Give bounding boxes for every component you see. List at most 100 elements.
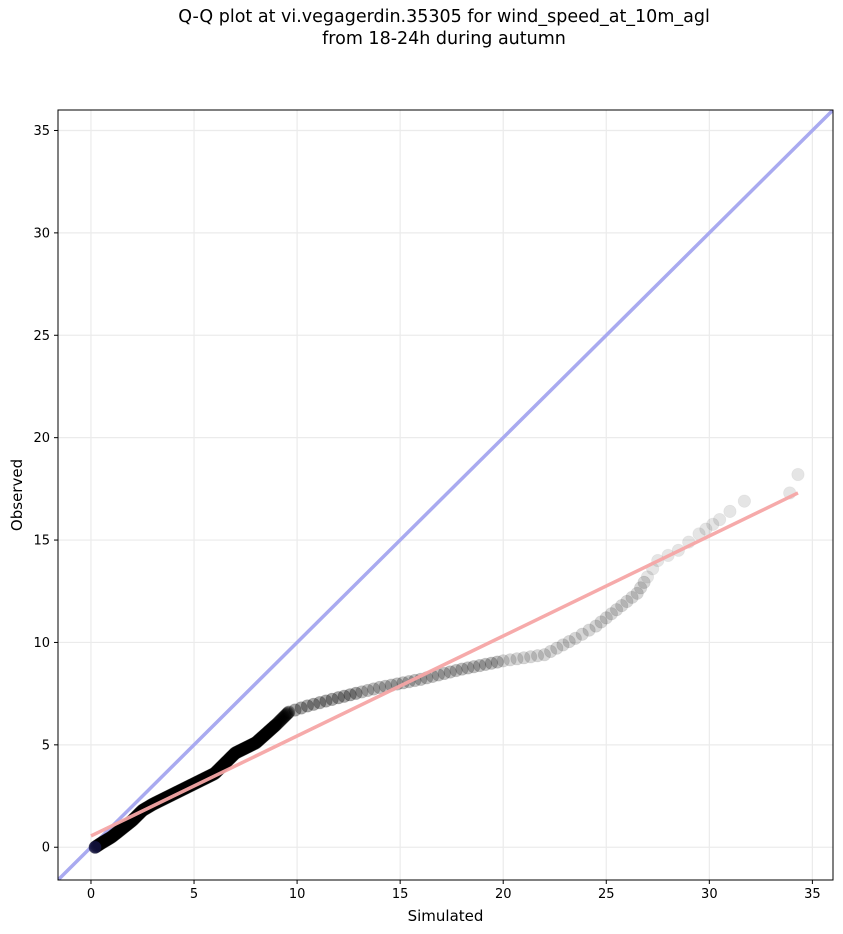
- axis-ticks: 0 5 10 15 20 25 30 35 0 5 10 15 20 25 30 35: [33, 124, 820, 902]
- x-tick-label: 5: [190, 887, 198, 902]
- qq-point: [88, 841, 102, 854]
- chart-title: Q-Q plot at vi.vegagerdin.35305 for wind…: [0, 6, 843, 50]
- qq-point: [594, 615, 608, 629]
- qq-point: [269, 717, 284, 731]
- qq-point: [271, 716, 285, 730]
- qq-point: [274, 713, 288, 727]
- qq-point: [630, 586, 644, 600]
- x-tick-label: 30: [701, 887, 718, 902]
- grid: [58, 110, 833, 880]
- reference-lines: [58, 110, 833, 880]
- qq-point: [282, 705, 296, 719]
- qq-point: [490, 655, 504, 669]
- x-tick-label: 20: [495, 887, 512, 902]
- qq-point: [706, 517, 720, 531]
- qq-point: [791, 467, 805, 482]
- qq-point: [634, 581, 648, 595]
- qq-point: [550, 641, 564, 655]
- qq-point: [331, 691, 345, 705]
- qq-point: [562, 635, 576, 649]
- qq-point: [313, 696, 327, 710]
- qq-point: [568, 631, 582, 645]
- y-tick-label: 0: [42, 841, 50, 856]
- qq-point: [625, 590, 639, 604]
- x-tick-label: 0: [87, 887, 95, 902]
- qq-point: [278, 708, 292, 723]
- qq-point: [575, 627, 589, 641]
- qq-point: [276, 711, 290, 725]
- qq-point: [461, 661, 475, 675]
- qq-point: [510, 652, 524, 666]
- qq-point: [355, 685, 369, 699]
- qq-point: [361, 683, 375, 698]
- qq-point: [275, 712, 289, 726]
- qq-point: [288, 703, 302, 717]
- qq-point: [337, 689, 351, 703]
- qq-point: [737, 494, 751, 508]
- qq-point: [273, 714, 287, 728]
- plot-frame: [57, 109, 834, 881]
- qq-point: [443, 665, 457, 679]
- qq-point: [637, 575, 651, 589]
- qq-point: [517, 651, 531, 665]
- qq-point: [277, 709, 292, 724]
- y-tick-label: 10: [33, 636, 50, 651]
- qq-point: [640, 570, 655, 584]
- qq-point: [699, 522, 713, 536]
- qq-point: [325, 692, 339, 706]
- qq-point: [609, 603, 624, 617]
- qq-point: [615, 598, 629, 613]
- x-tick-label: 15: [392, 887, 409, 902]
- x-tick-label: 10: [289, 887, 306, 902]
- y-tick-label: 15: [33, 534, 50, 549]
- qq-point: [599, 611, 613, 625]
- chart-title-line-2: from 18-24h during autumn: [322, 29, 566, 49]
- chart-title-line-1: Q-Q plot at vi.vegagerdin.35305 for wind…: [178, 7, 710, 27]
- qq-point: [723, 504, 737, 518]
- qq-point: [268, 718, 283, 732]
- qq-point: [272, 715, 286, 729]
- qq-point: [349, 686, 363, 700]
- qq-point: [372, 680, 387, 695]
- qq-point: [620, 594, 634, 609]
- fit-line: [90, 491, 799, 838]
- qq-point: [294, 701, 308, 715]
- qq-point: [473, 658, 487, 673]
- y-tick-label: 20: [33, 431, 50, 446]
- y-tick-label: 35: [33, 124, 50, 139]
- qq-point: [556, 638, 570, 652]
- y-tick-label: 5: [42, 738, 50, 753]
- qq-point: [270, 716, 284, 731]
- qq-point: [544, 644, 558, 659]
- x-axis-label: Simulated: [408, 907, 484, 925]
- qq-point: [449, 663, 463, 678]
- data-points: [88, 467, 805, 854]
- qq-point: [367, 682, 381, 696]
- qq-point: [319, 694, 333, 708]
- qq-point: [276, 710, 291, 724]
- y-tick-label: 30: [33, 226, 50, 241]
- qq-point: [280, 707, 294, 721]
- qq-point: [524, 650, 538, 664]
- qq-point: [537, 648, 552, 662]
- qq-point: [437, 666, 451, 681]
- qq-point: [455, 662, 469, 676]
- qq-point: [478, 657, 493, 671]
- y-axis-label: Observed: [8, 459, 26, 531]
- qq-point: [281, 706, 295, 720]
- y-tick-label: 25: [33, 329, 50, 344]
- qq-point: [713, 512, 727, 527]
- qq-point: [279, 708, 293, 722]
- x-tick-label: 35: [804, 887, 821, 902]
- qq-point: [496, 654, 510, 668]
- qq-point: [300, 699, 315, 713]
- qq-point: [343, 688, 357, 702]
- qq-point: [604, 607, 619, 621]
- qq-point: [589, 619, 603, 633]
- x-tick-label: 25: [598, 887, 615, 902]
- qq-point: [306, 697, 321, 711]
- qq-point: [467, 660, 481, 674]
- identity-line: [58, 110, 833, 880]
- qq-point: [503, 653, 517, 667]
